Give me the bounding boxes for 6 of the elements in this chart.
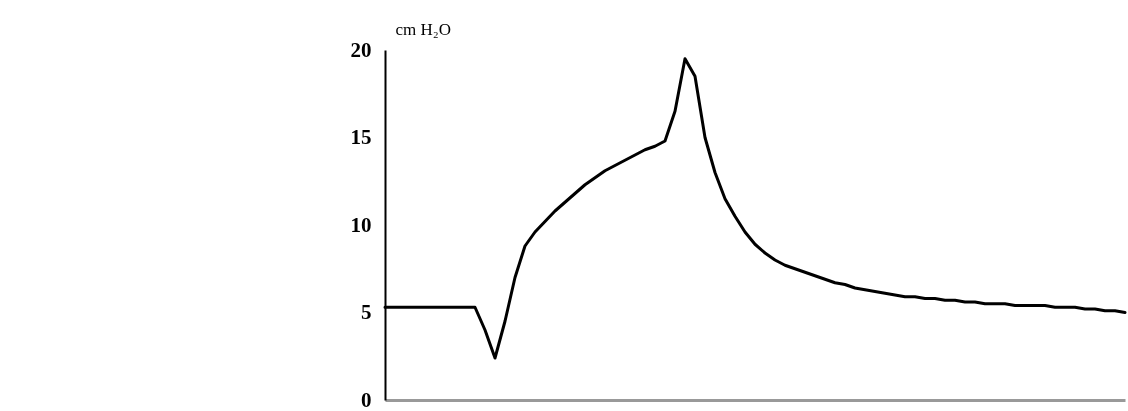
y-axis-title: cm H₂O (395, 19, 451, 39)
y-tick-label: 20 (350, 37, 372, 62)
y-tick-label: 15 (350, 125, 372, 149)
y-tick-label: 0 (361, 387, 372, 411)
y-tick-label: 10 (350, 212, 372, 237)
y-tick-label: 5 (361, 300, 372, 324)
